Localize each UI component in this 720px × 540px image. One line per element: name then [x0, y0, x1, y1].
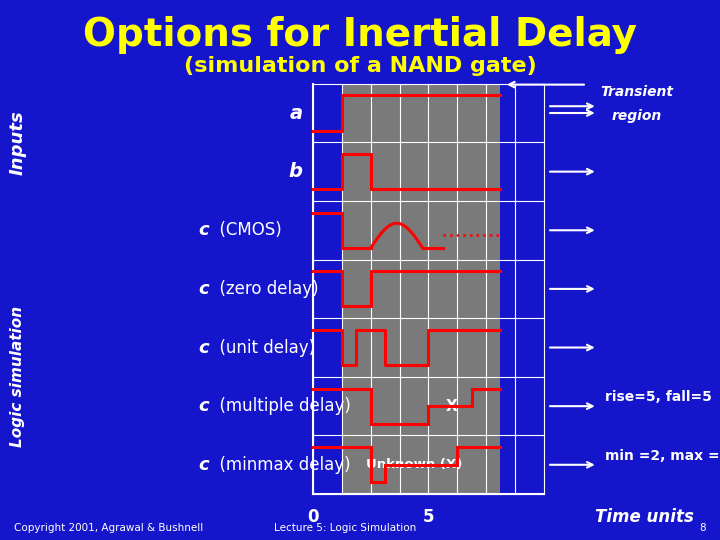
- Text: region: region: [612, 109, 662, 123]
- Text: rise=5, fall=5: rise=5, fall=5: [605, 390, 711, 404]
- Text: c: c: [198, 280, 209, 298]
- Text: (CMOS): (CMOS): [209, 221, 282, 239]
- Text: c: c: [198, 339, 209, 356]
- Text: 0: 0: [307, 508, 319, 525]
- Text: (zero delay): (zero delay): [209, 280, 318, 298]
- Text: Unknown (X): Unknown (X): [366, 458, 462, 471]
- Text: (unit delay): (unit delay): [209, 339, 315, 356]
- Text: (minmax delay): (minmax delay): [209, 456, 351, 474]
- Text: Transient: Transient: [600, 85, 674, 99]
- Text: c: c: [198, 456, 209, 474]
- Text: c: c: [198, 221, 209, 239]
- Text: 8: 8: [699, 523, 706, 533]
- Text: Logic simulation: Logic simulation: [11, 306, 25, 448]
- Text: Time units: Time units: [595, 508, 694, 525]
- Text: min =2, max =5: min =2, max =5: [605, 449, 720, 463]
- Text: Options for Inertial Delay: Options for Inertial Delay: [83, 16, 637, 54]
- Text: X: X: [446, 399, 457, 414]
- Text: Lecture 5: Logic Simulation: Lecture 5: Logic Simulation: [274, 523, 417, 533]
- Text: b: b: [289, 162, 302, 181]
- Text: 5: 5: [423, 508, 434, 525]
- Text: (simulation of a NAND gate): (simulation of a NAND gate): [184, 56, 536, 77]
- Bar: [342, 84, 500, 494]
- Text: Copyright 2001, Agrawal & Bushnell: Copyright 2001, Agrawal & Bushnell: [14, 523, 204, 533]
- Text: (multiple delay): (multiple delay): [209, 397, 351, 415]
- Text: a: a: [289, 104, 302, 123]
- Text: c: c: [198, 397, 209, 415]
- Text: Inputs: Inputs: [9, 110, 27, 175]
